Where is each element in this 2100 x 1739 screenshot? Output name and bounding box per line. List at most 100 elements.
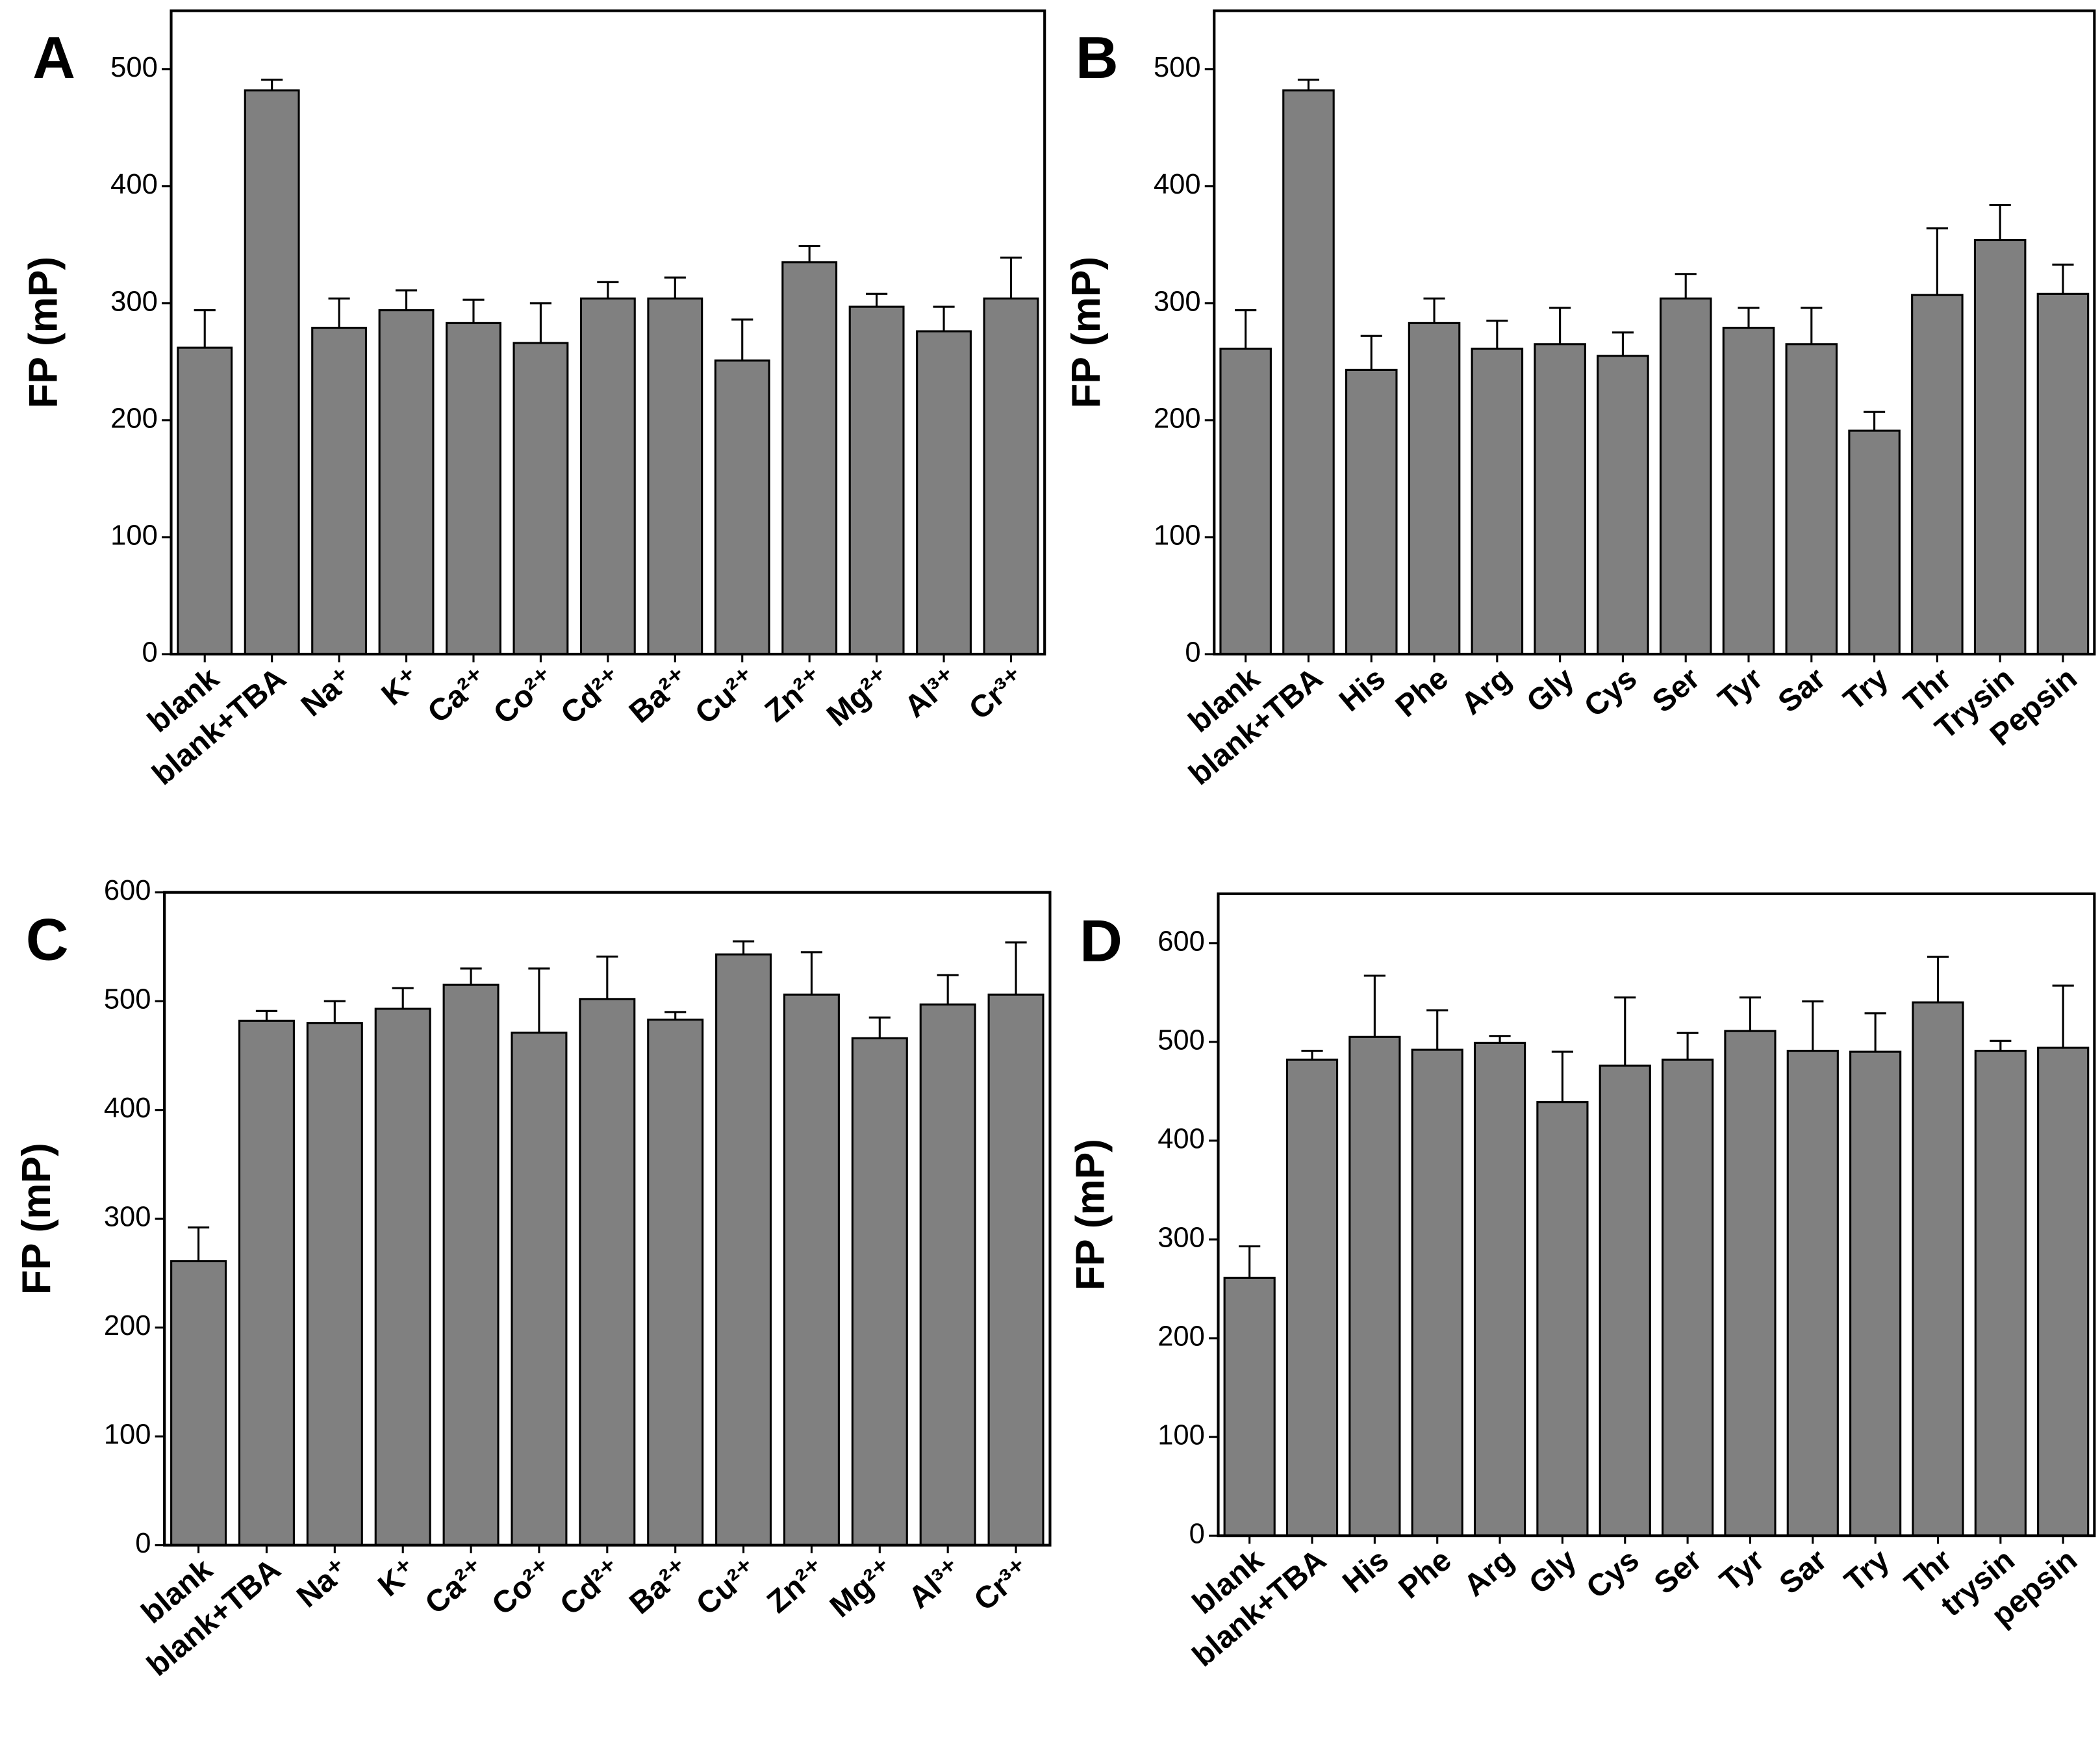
error-bar: [731, 318, 753, 361]
bar: [1471, 348, 1524, 655]
error-bar: [798, 244, 820, 262]
bar: [919, 1003, 976, 1547]
x-tick-label: Sar: [1773, 1543, 1834, 1601]
error-bar: [1301, 1050, 1323, 1060]
bar: [714, 359, 770, 655]
bar: [647, 1019, 704, 1547]
x-tick-label: Arg: [1455, 661, 1518, 722]
bar: [311, 327, 368, 655]
error-bar: [1802, 1000, 1824, 1051]
y-tick-label: 500: [1158, 1024, 1205, 1056]
x-tick-label: Na⁺: [290, 1552, 355, 1614]
error-bar: [1426, 1009, 1448, 1050]
x-tick-label: Gly: [1520, 661, 1580, 719]
error-bar: [1926, 227, 1948, 296]
plot-frame: [1217, 892, 2096, 1538]
x-tick-label: Gly: [1523, 1542, 1583, 1601]
error-bar: [328, 298, 350, 328]
x-tick-label: Sar: [1772, 661, 1832, 720]
y-tick-label: 300: [1154, 286, 1201, 317]
error-bar: [664, 1011, 687, 1020]
bar: [1411, 1048, 1463, 1537]
x-tick-label: Co²⁺: [486, 1552, 560, 1622]
bar: [1911, 294, 1964, 655]
bar: [1285, 1058, 1339, 1537]
y-tick-label: 0: [142, 637, 158, 668]
error-bar: [2052, 984, 2074, 1048]
bar: [2036, 292, 2090, 655]
x-tick-label: K⁺: [375, 661, 427, 713]
bar: [1282, 89, 1335, 655]
y-tick-label: 300: [110, 286, 158, 317]
x-tick-label: Na⁺: [295, 661, 360, 724]
error-bar: [255, 1009, 278, 1021]
bar: [1223, 1276, 1276, 1537]
x-tick-label: Al³⁺: [898, 661, 965, 725]
x-tick-label: Cu²⁺: [690, 1552, 764, 1622]
x-tick-label: Phe: [1389, 661, 1455, 724]
bar: [781, 261, 838, 655]
error-bar: [1360, 335, 1382, 370]
bar: [511, 1032, 568, 1547]
y-tick-label: 300: [104, 1202, 151, 1233]
plot-frame: [1213, 9, 2096, 656]
bar: [579, 998, 636, 1547]
x-tick-label: Ba²⁺: [623, 1552, 696, 1621]
bar: [1659, 298, 1712, 655]
y-tick-label: 0: [135, 1528, 151, 1559]
error-bar: [1486, 320, 1508, 349]
bar: [1786, 1050, 1839, 1537]
x-tick-label: Cr³⁺: [963, 661, 1031, 727]
error-bar: [395, 289, 418, 311]
bar: [579, 298, 636, 655]
y-axis-label: FP (mP): [14, 1143, 59, 1295]
y-axis-label: FP (mP): [1068, 1139, 1113, 1291]
y-tick-label: 200: [110, 403, 158, 434]
error-bar: [800, 951, 823, 995]
error-bar: [187, 1226, 210, 1262]
error-bar: [194, 309, 216, 348]
bar: [1597, 355, 1649, 655]
y-tick-label: 500: [104, 984, 151, 1015]
error-bar: [1927, 956, 1949, 1003]
y-tick-label: 600: [1158, 926, 1205, 957]
y-tick-label: 200: [104, 1310, 151, 1341]
error-bar: [323, 1000, 346, 1023]
error-bar: [937, 974, 959, 1005]
y-tick-label: 0: [1185, 637, 1200, 668]
x-tick-label: Try: [1838, 1542, 1896, 1599]
error-bar: [2052, 263, 2074, 294]
panel-label: A: [32, 25, 75, 91]
error-bar: [1614, 996, 1636, 1066]
x-tick-label: Try: [1837, 661, 1895, 717]
x-tick-label: Ba²⁺: [623, 661, 696, 730]
y-tick-label: 100: [1154, 520, 1201, 551]
x-tick-label: Tyr: [1714, 1543, 1771, 1599]
error-bar: [1989, 203, 2011, 240]
x-tick-label: Cd²⁺: [553, 1552, 627, 1622]
error-bar: [1990, 1039, 2012, 1051]
x-tick-label: His: [1336, 1543, 1395, 1600]
bar: [647, 298, 703, 655]
bar: [2037, 1047, 2090, 1537]
error-bar: [1239, 1245, 1261, 1278]
bar: [1785, 343, 1838, 655]
panel-label: C: [26, 906, 69, 972]
bar: [916, 330, 972, 655]
bar: [374, 1008, 431, 1547]
bar: [378, 309, 435, 655]
bar: [987, 993, 1044, 1547]
x-tick-label: Co²⁺: [487, 661, 561, 731]
bar: [244, 89, 300, 655]
error-bar: [1864, 1012, 1886, 1052]
error-bar: [392, 987, 414, 1009]
y-tick-label: 400: [104, 1093, 151, 1124]
error-bar: [1423, 298, 1445, 324]
bar: [1722, 327, 1775, 655]
y-tick-label: 100: [110, 520, 158, 551]
bar: [442, 984, 500, 1547]
x-tick-label: Mg²⁺: [824, 1552, 900, 1624]
panel-label: D: [1080, 908, 1122, 974]
error-bar: [462, 298, 485, 324]
